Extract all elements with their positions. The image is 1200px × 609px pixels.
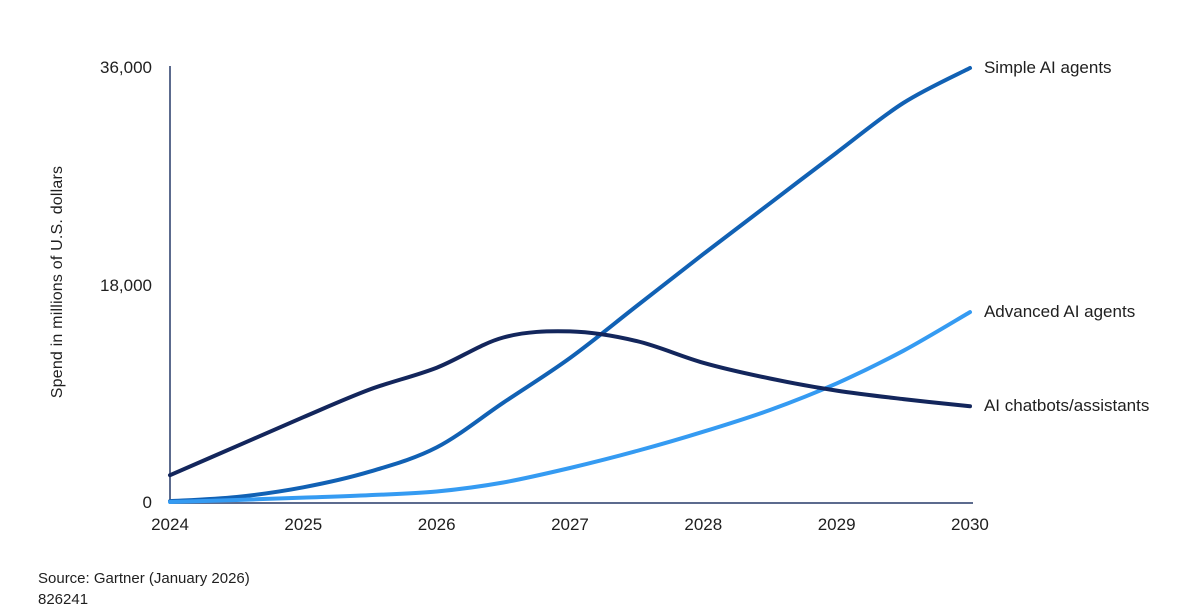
series-label-simple-ai-agents: Simple AI agents xyxy=(983,58,1112,77)
source-text: Source: Gartner (January 2026) xyxy=(38,570,250,587)
y-tick-0: 0 xyxy=(142,493,152,512)
series-label-ai-chatbots-assistants: AI chatbots/assistants xyxy=(983,396,1150,416)
x-tick-2027: 2027 xyxy=(551,515,589,534)
line-simple-ai-agents xyxy=(168,66,972,504)
x-tick-2028: 2028 xyxy=(684,515,723,534)
line-advanced-ai-agents xyxy=(168,310,972,504)
y-tick-36000: 36,000 xyxy=(100,58,152,77)
y-tick-18000: 18,000 xyxy=(100,275,152,295)
line-ai-chatbots-assistants xyxy=(168,329,972,478)
series-label-advanced-ai-agents: Advanced AI agents xyxy=(983,302,1136,322)
x-tick-2030: 2030 xyxy=(951,515,989,534)
x-tick-2024: 2024 xyxy=(151,515,189,534)
x-tick-2026: 2026 xyxy=(417,515,456,534)
x-tick-2029: 2029 xyxy=(817,515,856,534)
x-tick-2025: 2025 xyxy=(284,515,323,534)
